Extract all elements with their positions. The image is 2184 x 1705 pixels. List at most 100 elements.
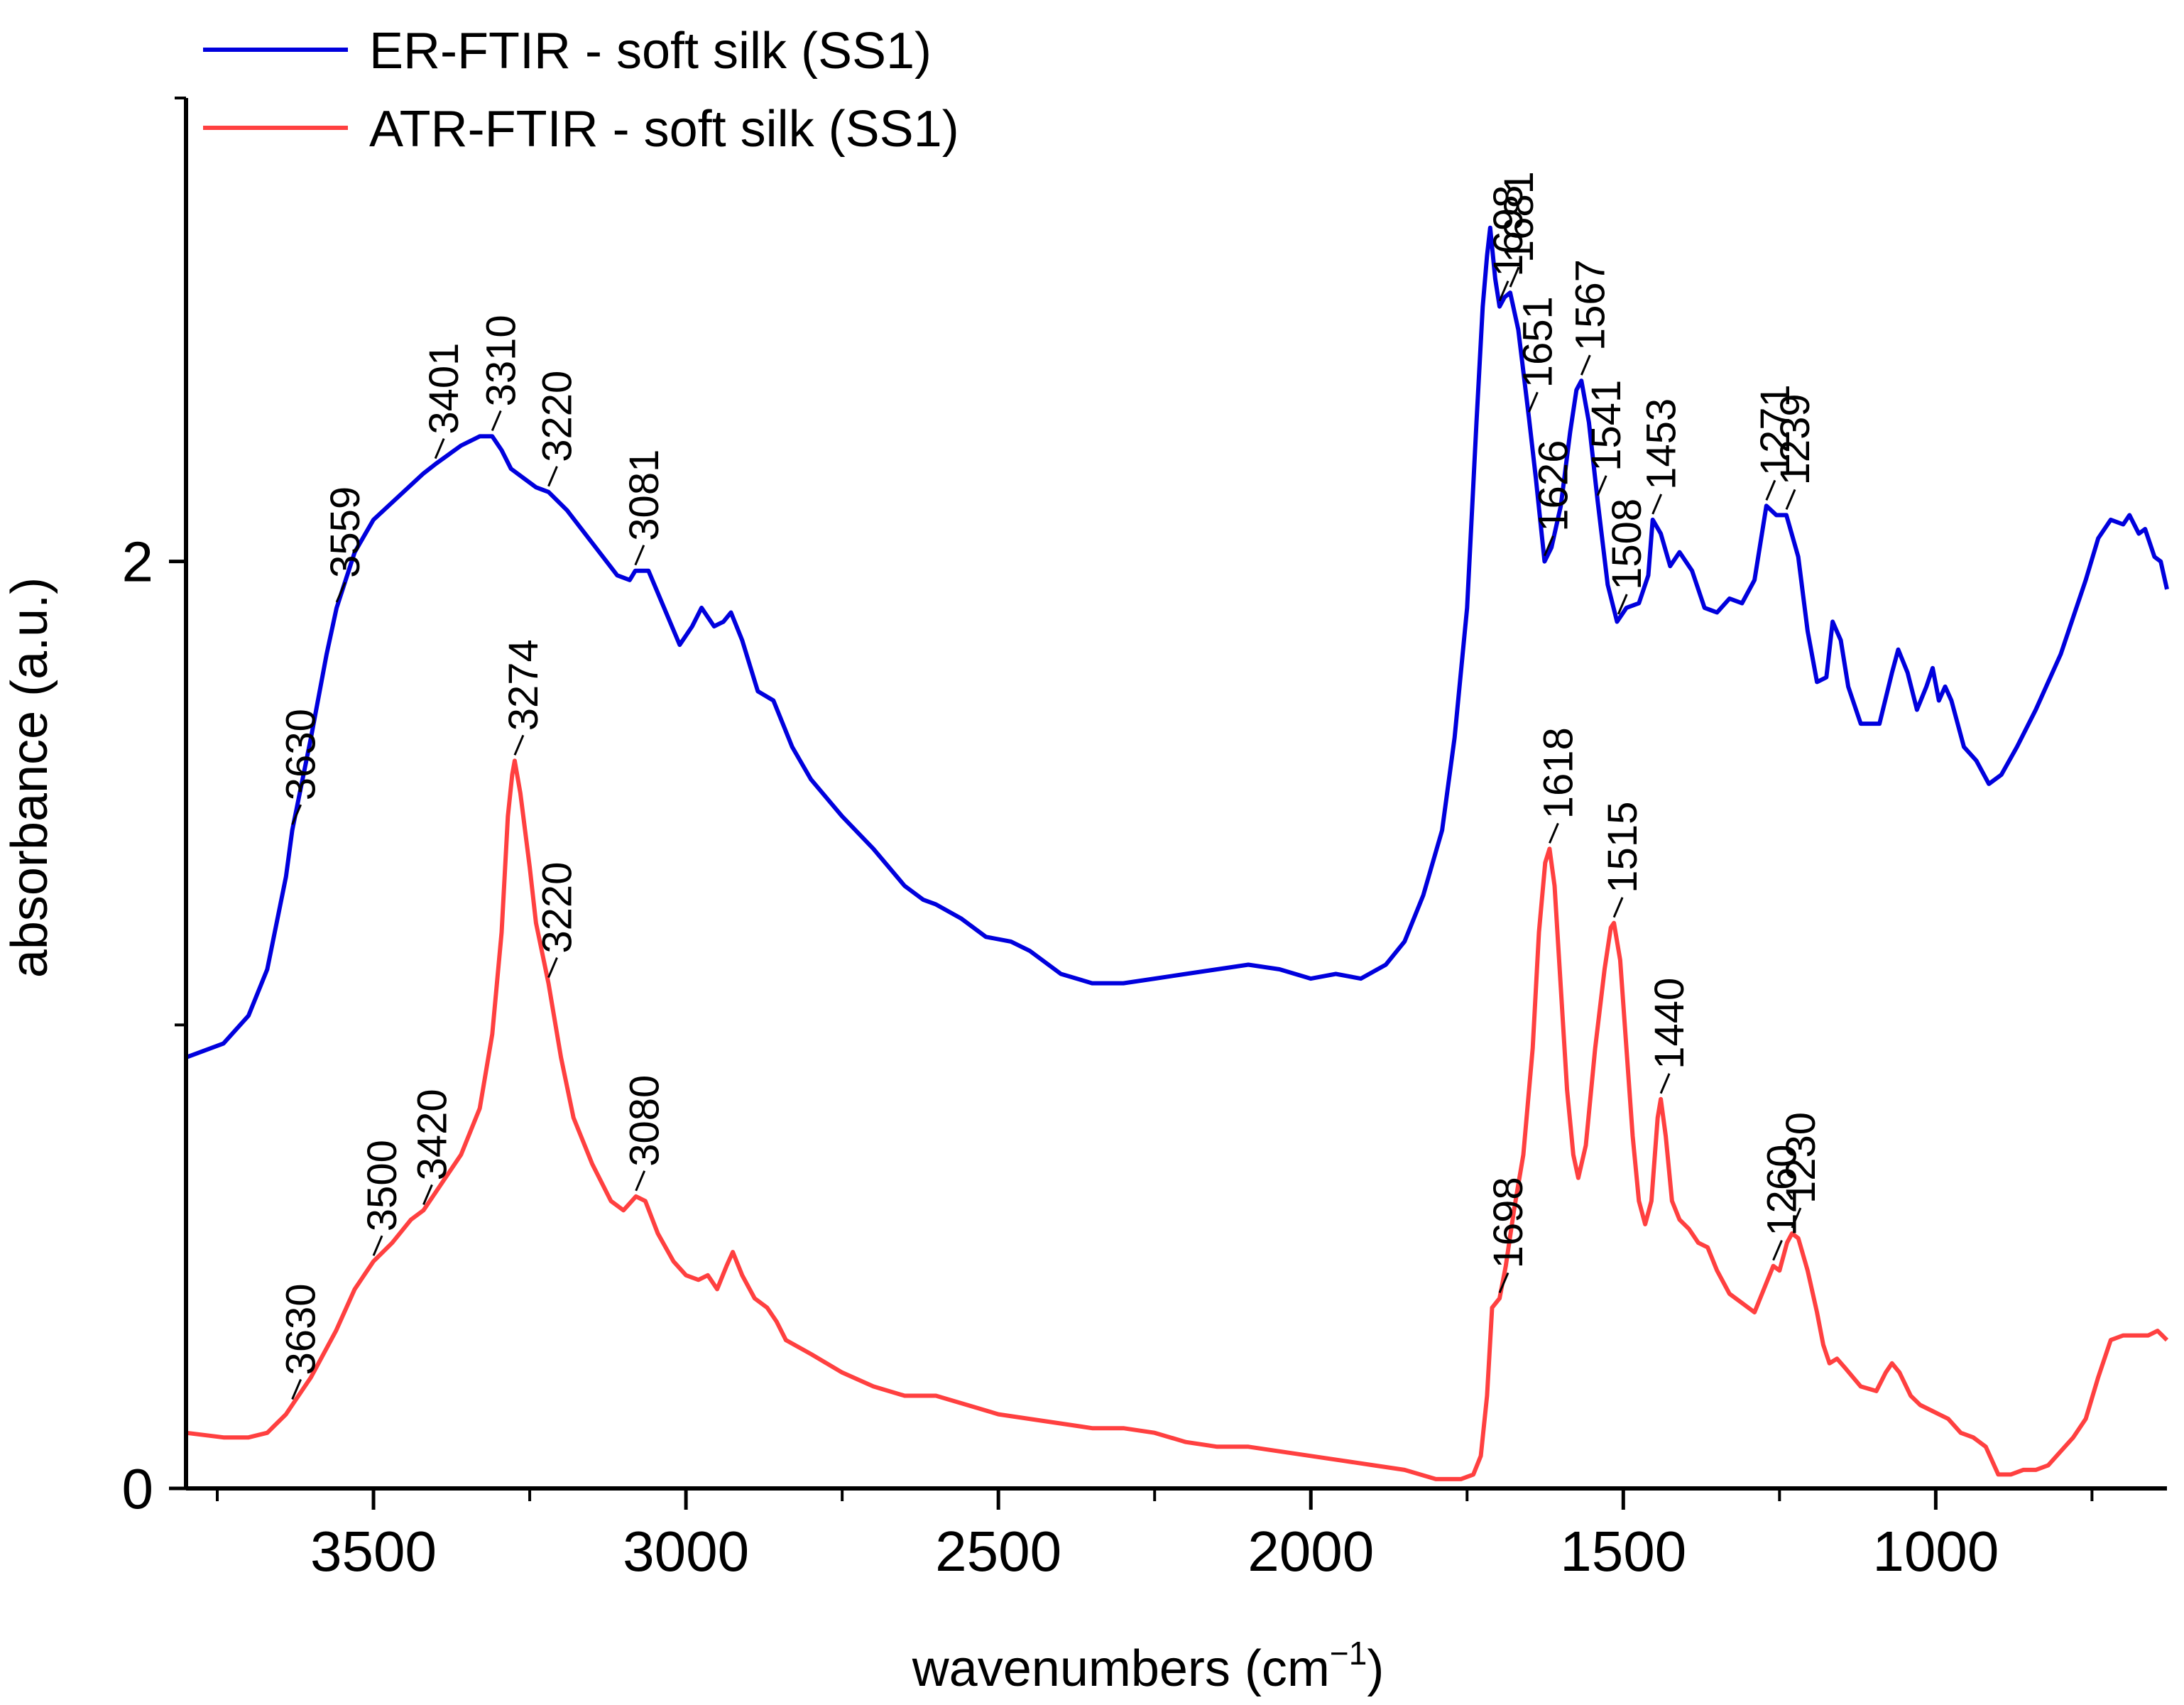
peak-leader-line xyxy=(1549,822,1559,844)
y-tick-label: 2 xyxy=(122,530,154,594)
peak-annotation: 3401 xyxy=(421,343,467,459)
peak-leader-line xyxy=(1498,280,1509,302)
peak-annotation: 3220 xyxy=(535,371,581,487)
peak-label: 1618 xyxy=(1535,727,1581,819)
peak-label: 1230 xyxy=(1778,1112,1824,1204)
atr-ftir-series-line xyxy=(185,758,2169,1481)
peak-leader-line xyxy=(1498,1272,1509,1293)
peak-annotation: 3274 xyxy=(501,639,547,756)
peak-label: 1440 xyxy=(1647,978,1693,1069)
x-tick-label: 1500 xyxy=(1560,1520,1686,1583)
peak-label: 3220 xyxy=(535,371,581,462)
peak-label: 3420 xyxy=(409,1089,455,1180)
peak-label: 1651 xyxy=(1514,296,1561,388)
peak-label: 3220 xyxy=(535,862,581,954)
peak-leader-line xyxy=(1580,354,1591,376)
peak-leader-line xyxy=(1612,897,1624,918)
x-tick-label: 3500 xyxy=(310,1520,437,1583)
x-tick-label: 3000 xyxy=(623,1520,749,1583)
peak-annotation: 1239 xyxy=(1772,393,1818,510)
peak-leader-line xyxy=(291,804,302,825)
peak-label: 1515 xyxy=(1600,802,1646,893)
peak-leader-line xyxy=(372,1235,383,1256)
x-ticks: 3500 3000 2500 2000 1500 1000 xyxy=(216,1488,2094,1583)
peak-leader-line xyxy=(547,466,558,487)
peak-annotation: 3630 xyxy=(278,1283,324,1400)
peak-leader-line xyxy=(1772,1240,1783,1261)
peak-annotation: 1453 xyxy=(1639,398,1685,515)
legend-label: ATR-FTIR - soft silk (SS1) xyxy=(369,101,959,158)
peak-annotation: 3630 xyxy=(278,709,324,825)
peak-leader-line xyxy=(1785,489,1796,510)
er-ftir-series-line xyxy=(185,225,2169,1060)
peak-annotation: 3310 xyxy=(478,315,524,432)
peak-label: 1698 xyxy=(1485,1177,1531,1268)
peak-annotation: 3559 xyxy=(322,486,368,603)
y-axis-title: absorbance (a.u.) xyxy=(1,577,58,978)
peak-label: 1698 xyxy=(1485,185,1531,277)
legend: ER-FTIR - soft silk (SS1) ATR-FTIR - soft… xyxy=(203,23,959,158)
peak-label: 3274 xyxy=(501,639,547,731)
peak-leader-line xyxy=(335,582,346,603)
peak-label: 1271 xyxy=(1752,384,1798,476)
peak-label: 1260 xyxy=(1759,1145,1806,1236)
peak-annotation: 3220 xyxy=(535,862,581,979)
peak-label: 3401 xyxy=(421,343,467,435)
peak-label: 3630 xyxy=(278,709,324,800)
peak-annotation: 1440 xyxy=(1647,978,1693,1094)
peak-label: 3500 xyxy=(359,1140,405,1231)
peak-leader-line xyxy=(1596,475,1607,496)
peak-label: 1626 xyxy=(1530,440,1576,532)
peak-leader-line xyxy=(634,545,645,566)
peak-annotation: 3081 xyxy=(621,450,667,566)
peak-leader-line xyxy=(491,410,502,432)
peak-label: 1239 xyxy=(1772,393,1818,485)
peak-annotation: 1271 xyxy=(1752,384,1798,501)
peak-leader-line xyxy=(422,1184,433,1205)
peak-annotation: 1541 xyxy=(1583,380,1629,496)
peak-label: 3080 xyxy=(622,1075,668,1167)
peak-annotation: 1260 xyxy=(1759,1145,1806,1261)
peak-leader-line xyxy=(1528,391,1539,413)
peak-leader-line xyxy=(1765,479,1776,501)
peak-annotation: 1230 xyxy=(1778,1112,1824,1229)
peak-label: 1541 xyxy=(1583,380,1629,472)
peak-leader-line xyxy=(1617,594,1628,615)
peak-leader-line xyxy=(291,1378,302,1400)
peak-label: 3559 xyxy=(322,486,368,578)
peak-annotation: 1651 xyxy=(1514,296,1561,413)
peak-annotation: 1508 xyxy=(1604,499,1650,615)
peak-annotation: 1567 xyxy=(1567,259,1613,376)
peak-label: 1508 xyxy=(1604,499,1650,590)
peak-annotation: 1698 xyxy=(1485,185,1531,302)
axes-layer xyxy=(184,98,2167,1491)
peak-leader-line xyxy=(1651,494,1663,515)
peak-annotation: 1698 xyxy=(1485,1177,1531,1293)
peak-label: 1681 xyxy=(1496,171,1542,263)
x-tick-label: 2500 xyxy=(935,1520,1061,1583)
peak-annotation: 1618 xyxy=(1535,727,1581,844)
peak-label: 1453 xyxy=(1639,398,1685,490)
peak-leader-line xyxy=(513,734,525,756)
peak-leader-line xyxy=(434,438,445,459)
peak-annotation: 3080 xyxy=(622,1075,668,1192)
y-ticks: 02 xyxy=(122,97,186,1520)
y-tick-label: 0 xyxy=(122,1457,154,1520)
peak-annotation: 3500 xyxy=(359,1140,405,1256)
peak-annotation: 1681 xyxy=(1496,171,1542,288)
peak-annotation: 1515 xyxy=(1600,802,1646,918)
peak-label: 1567 xyxy=(1567,259,1613,351)
legend-label: ER-FTIR - soft silk (SS1) xyxy=(369,23,932,80)
series-layer xyxy=(185,225,2169,1481)
peak-label: 3630 xyxy=(278,1283,324,1375)
x-tick-label: 1000 xyxy=(1872,1520,1999,1583)
peak-leader-line xyxy=(1659,1073,1671,1094)
peak-leader-line xyxy=(547,957,558,979)
peak-annotation: 1626 xyxy=(1530,440,1576,557)
x-tick-label: 2000 xyxy=(1247,1520,1374,1583)
peak-leader-line xyxy=(1791,1207,1802,1229)
peak-leader-line xyxy=(1544,535,1554,557)
